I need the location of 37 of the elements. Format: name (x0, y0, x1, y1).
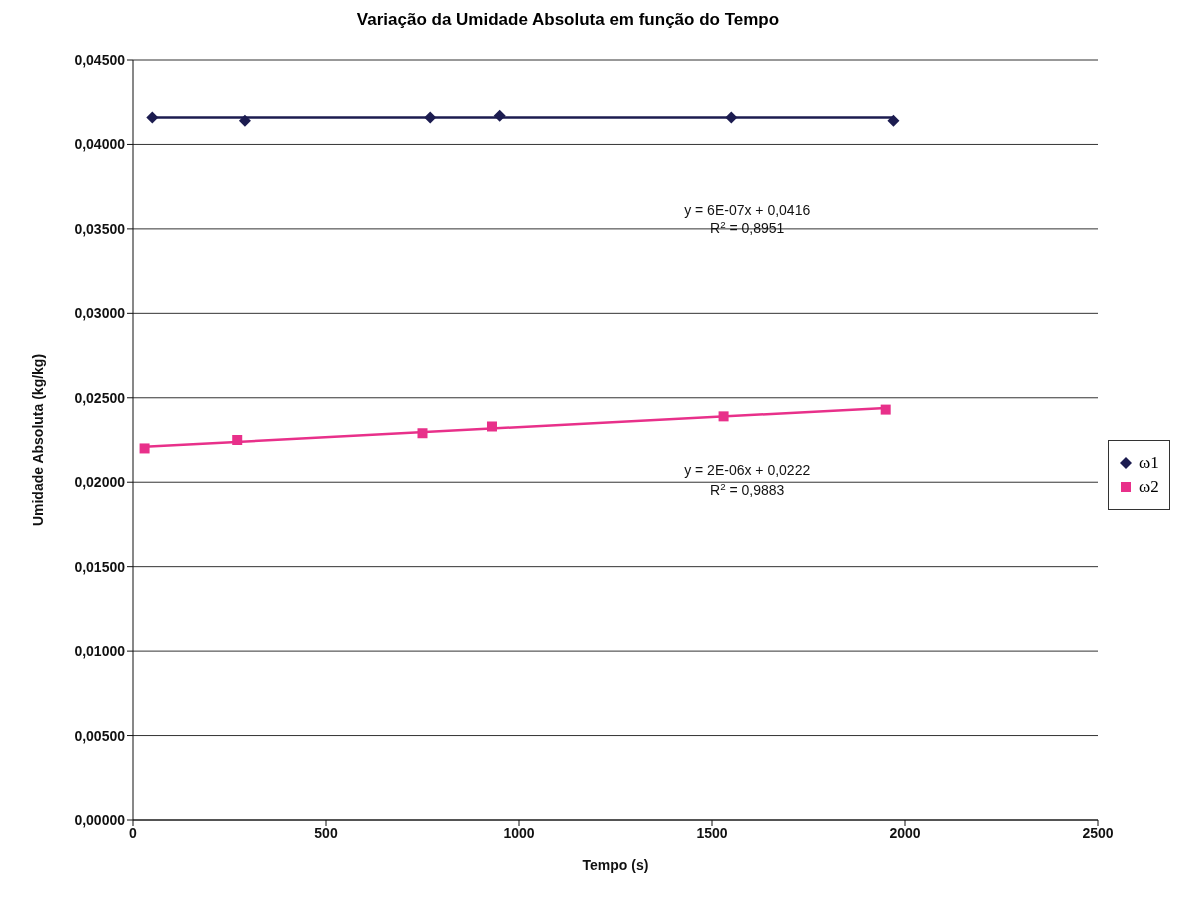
y-tick-label: 0,03500 (74, 220, 126, 237)
y-axis-title: Umidade Absoluta (kg/kg) (29, 353, 46, 527)
point (424, 111, 437, 124)
point (493, 109, 506, 122)
y-tick-label: 0,02500 (74, 389, 126, 406)
point (725, 111, 738, 124)
x-tick-label: 2000 (889, 824, 921, 841)
chart-title: Variação da Umidade Absoluta em função do Tempo (355, 10, 781, 30)
point (417, 428, 428, 439)
y-tick-label: 0,00000 (74, 811, 126, 828)
annotation: y = 2E-06x + 0,0222 (684, 462, 811, 478)
x-tick-label: 1000 (503, 824, 535, 841)
y-tick-label: 0,03000 (74, 305, 126, 322)
point (718, 411, 729, 422)
point (232, 435, 243, 445)
y-tick-label: 0,04000 (74, 136, 126, 153)
y-tick-label: 0,01000 (74, 643, 126, 660)
legend-label: ω1 (1139, 453, 1159, 473)
legend-label: ω2 (1139, 477, 1159, 497)
point (139, 443, 150, 454)
x-tick-label: 2500 (1082, 824, 1114, 841)
point (887, 114, 900, 127)
x-tick-label: 0 (129, 824, 138, 841)
x-axis-title: Tempo (s) (582, 857, 649, 873)
y-tick-label: 0,04500 (74, 51, 126, 68)
x-tick-label: 500 (314, 824, 338, 841)
y-tick-label: 0,00500 (74, 727, 126, 744)
y-tick-label: 0,02000 (74, 474, 126, 491)
point (238, 114, 251, 127)
annotation: R$^{2}$ = 0,8951 (710, 218, 785, 236)
point (146, 111, 159, 124)
x-tick-label: 1500 (696, 824, 728, 841)
point (486, 421, 497, 432)
y-tick-label: 0,01500 (74, 558, 126, 575)
point (880, 404, 891, 415)
annotation: y = 6E-07x + 0,0416 (684, 202, 811, 218)
annotation: R$^{2}$ = 0,9883 (710, 480, 785, 498)
